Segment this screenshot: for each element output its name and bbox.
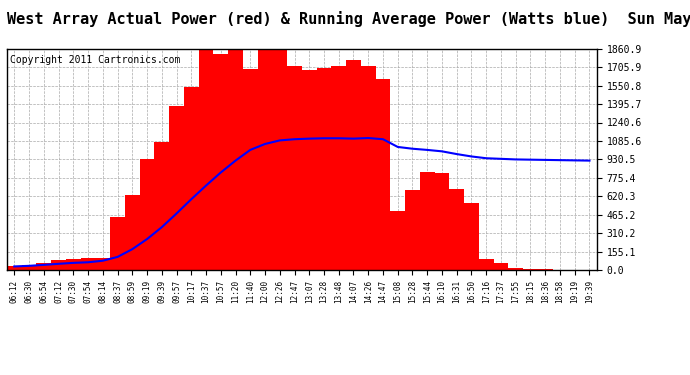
Bar [7,266,21,270]
Bar [199,50,213,270]
Bar [139,159,155,270]
Bar [405,190,420,270]
Text: West Array Actual Power (red) & Running Average Power (Watts blue)  Sun May 1 19: West Array Actual Power (red) & Running … [7,11,690,27]
Bar [493,263,509,270]
Bar [95,258,110,270]
Bar [110,217,125,270]
Bar [243,69,257,270]
Bar [273,49,287,270]
Bar [302,70,317,270]
Bar [51,261,66,270]
Bar [449,189,464,270]
Bar [375,79,391,270]
Bar [81,258,95,270]
Bar [435,174,449,270]
Bar [331,66,346,270]
Bar [37,263,51,270]
Bar [479,259,493,270]
Bar [420,172,435,270]
Bar [361,66,375,270]
Bar [257,49,273,270]
Bar [287,66,302,270]
Bar [169,106,184,270]
Bar [509,268,523,270]
Bar [228,49,243,270]
Bar [125,195,139,270]
Bar [184,87,199,270]
Bar [66,259,81,270]
Bar [21,265,37,270]
Bar [213,54,228,270]
Bar [464,203,479,270]
Bar [155,142,169,270]
Bar [317,68,331,270]
Bar [523,269,538,270]
Bar [538,269,553,270]
Bar [391,210,405,270]
Text: Copyright 2011 Cartronics.com: Copyright 2011 Cartronics.com [10,56,180,65]
Bar [346,60,361,270]
